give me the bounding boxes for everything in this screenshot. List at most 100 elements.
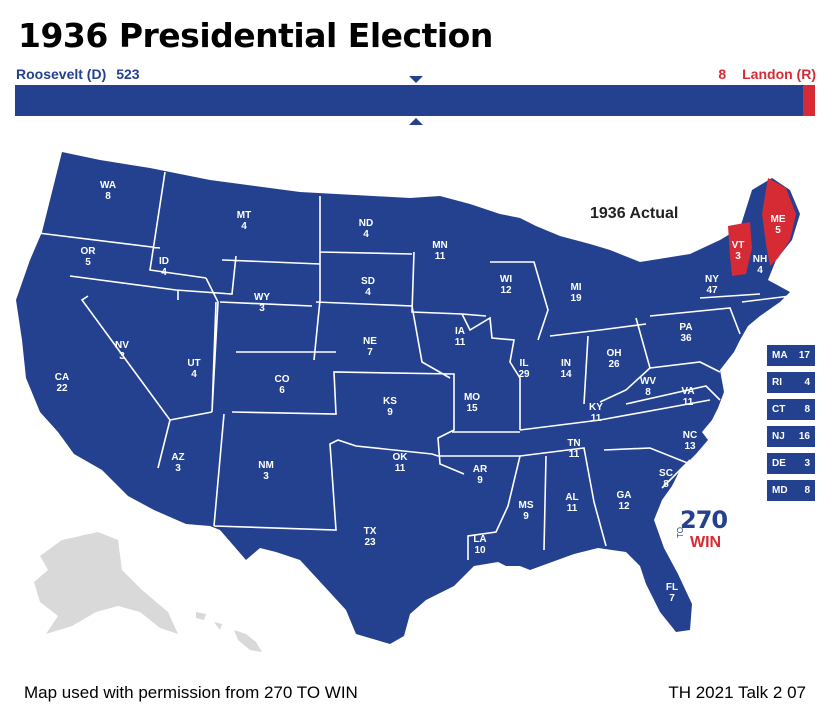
state-votes-nd: 4 (363, 229, 369, 240)
state-label-ks: KS (383, 396, 397, 407)
state-votes-wi: 12 (500, 285, 512, 296)
small-state-de-votes: 3 (804, 458, 810, 469)
state-label-la: LA (473, 534, 486, 545)
state-shape-ve (728, 222, 752, 276)
state-label-al: AL (565, 492, 578, 503)
state-label-nc: NC (683, 430, 697, 441)
democrat-votes: 523 (116, 66, 140, 82)
state-label-oh: OH (607, 348, 622, 359)
state-label-mn: MN (432, 240, 448, 251)
state-votes-tx: 23 (364, 537, 376, 548)
state-shape-me (762, 178, 796, 266)
state-label-wi: WI (500, 274, 512, 285)
state-votes-va: 11 (683, 397, 694, 408)
small-state-ri-votes: 4 (804, 377, 810, 388)
small-state-nj-abbr: NJ (772, 431, 785, 442)
state-votes-ms: 9 (523, 511, 529, 522)
state-label-nd: ND (359, 218, 373, 229)
logo-win: WIN (690, 534, 722, 551)
state-label-wv: WV (640, 376, 656, 387)
state-label-tx: TX (364, 526, 377, 537)
state-votes-al: 11 (567, 503, 578, 514)
state-votes-ks: 9 (387, 407, 393, 418)
state-votes-mo: 15 (466, 403, 478, 414)
state-label-fl: FL (666, 582, 678, 593)
state-votes-in: 14 (560, 369, 572, 380)
state-votes-ca: 22 (56, 383, 68, 394)
majority-marker-top (409, 76, 423, 83)
state-label-ia: IA (455, 326, 465, 337)
state-label-ga: GA (617, 490, 632, 501)
electoral-vote-bar (15, 85, 815, 116)
state-votes-wy: 3 (259, 303, 265, 314)
state-label-wy: WY (254, 292, 270, 303)
state-votes-vt: 3 (735, 251, 741, 262)
state-label-ky: KY (589, 402, 603, 413)
state-label-nv: NV (115, 340, 129, 351)
republican-votes: 8 (718, 66, 727, 82)
state-votes-or: 5 (85, 257, 91, 268)
state-label-nh: NH (753, 254, 767, 265)
state-label-ny: NY (705, 274, 719, 285)
small-state-ma[interactable]: MA 17 (767, 345, 815, 366)
state-votes-mi: 19 (570, 293, 582, 304)
state-label-tn: TN (567, 438, 580, 449)
state-votes-sd: 4 (365, 287, 371, 298)
state-votes-fl: 7 (669, 593, 675, 604)
state-votes-pa: 36 (680, 333, 692, 344)
small-state-de-abbr: DE (772, 458, 786, 469)
state-label-me: ME (771, 214, 786, 225)
small-state-ri[interactable]: RI 4 (767, 372, 815, 393)
alaska-shape (34, 532, 178, 634)
270towin-logo: 270 TO WIN (676, 506, 736, 558)
us-landmass (16, 152, 800, 644)
state-label-mt: MT (237, 210, 251, 221)
small-state-ct[interactable]: CT 8 (767, 399, 815, 420)
state-label-il: IL (520, 358, 529, 369)
state-votes-ga: 12 (618, 501, 630, 512)
state-votes-ny: 47 (706, 285, 718, 296)
state-votes-tn: 11 (569, 449, 580, 460)
map-caption: 1936 Actual (590, 205, 679, 222)
small-state-nj[interactable]: NJ 16 (767, 426, 815, 447)
state-votes-ok: 11 (395, 463, 406, 474)
state-label-sc: SC (659, 468, 673, 479)
small-state-ct-votes: 8 (804, 404, 810, 415)
small-state-ma-votes: 17 (798, 350, 810, 361)
state-label-sd: SD (361, 276, 375, 287)
democrat-candidate: Roosevelt (D) 523 (16, 66, 140, 82)
small-state-md-votes: 8 (804, 485, 810, 496)
state-votes-nc: 13 (684, 441, 696, 452)
us-electoral-map: WA8OR5CA22ID4NV3MT4WY3UT4AZ3CO6NM3ND4SD4… (16, 152, 800, 652)
logo-number: 270 (680, 506, 728, 534)
state-votes-oh: 26 (608, 359, 620, 370)
state-label-vt: VT (732, 240, 745, 251)
state-votes-mn: 11 (435, 251, 446, 262)
footer-talk-id: TH 2021 Talk 2 07 (668, 683, 806, 702)
state-votes-ne: 7 (367, 347, 373, 358)
state-label-az: AZ (171, 452, 184, 463)
majority-marker-bottom (409, 118, 423, 125)
state-label-co: CO (275, 374, 290, 385)
logo-to: TO (676, 527, 685, 538)
small-states-list: MA 17 RI 4 CT 8 NJ 16 DE 3 MD 8 (767, 345, 815, 507)
small-state-de[interactable]: DE 3 (767, 453, 815, 474)
state-votes-nv: 3 (119, 351, 125, 362)
hawaii-shape (196, 612, 262, 652)
republican-name: Landon (R) (742, 66, 816, 82)
state-votes-me: 5 (775, 225, 781, 236)
state-label-va: VA (681, 386, 694, 397)
democrat-name: Roosevelt (D) (16, 66, 107, 82)
state-votes-ia: 11 (455, 337, 466, 348)
state-votes-id: 4 (161, 267, 167, 278)
state-votes-az: 3 (175, 463, 181, 474)
state-label-mi: MI (570, 282, 581, 293)
state-label-ok: OK (393, 452, 409, 463)
state-label-wa: WA (100, 180, 116, 191)
small-state-nj-votes: 16 (798, 431, 810, 442)
state-votes-nh: 4 (757, 265, 763, 276)
state-votes-ut: 4 (191, 369, 197, 380)
state-label-or: OR (81, 246, 97, 257)
small-state-md[interactable]: MD 8 (767, 480, 815, 501)
state-votes-wa: 8 (105, 191, 111, 202)
